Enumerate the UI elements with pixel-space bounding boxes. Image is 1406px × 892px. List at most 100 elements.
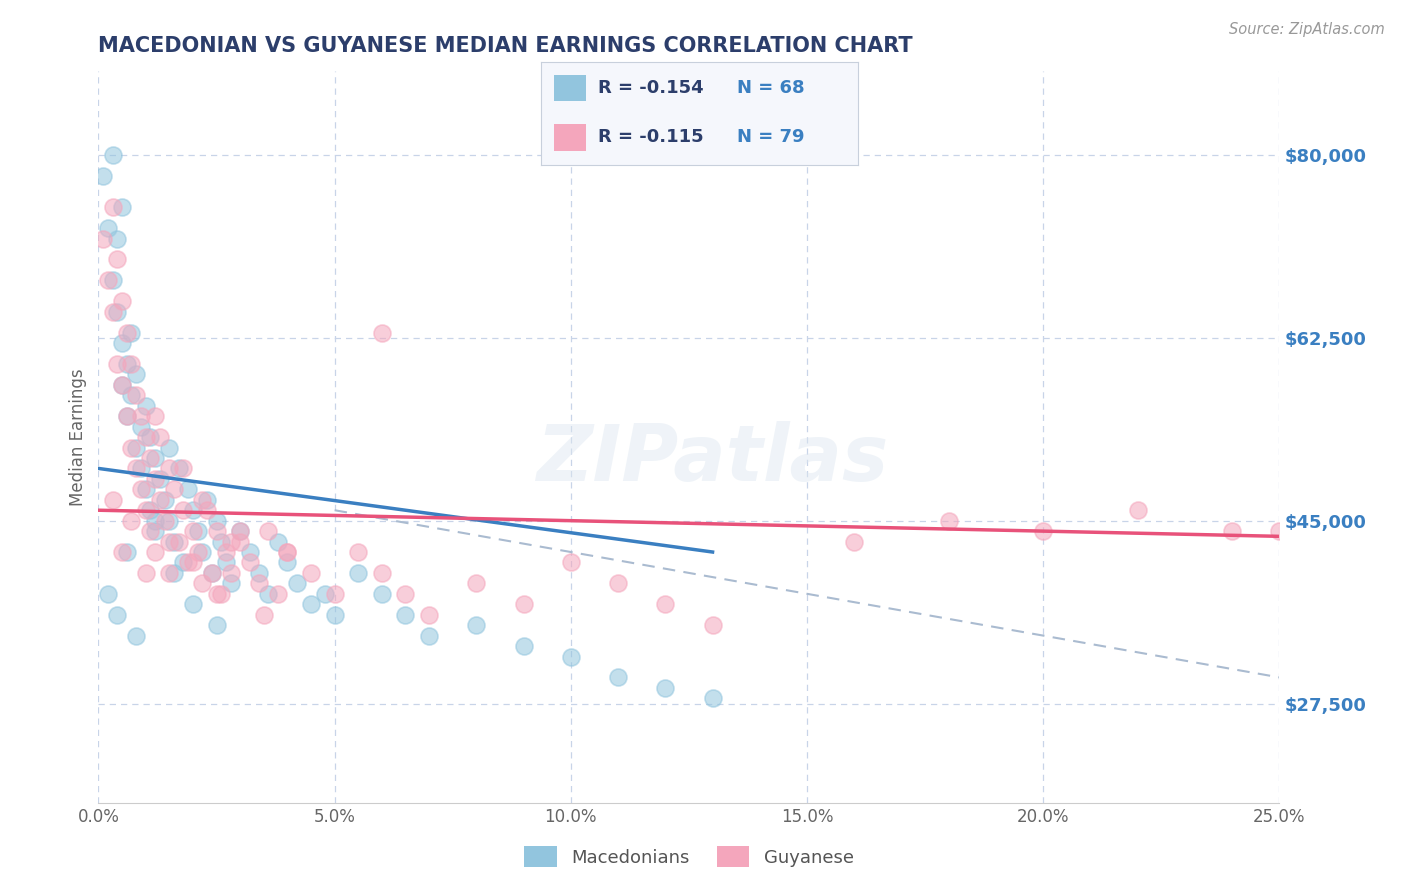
Point — [276, 545, 298, 559]
Point — [394, 587, 416, 601]
Point — [512, 597, 534, 611]
Point — [143, 524, 166, 538]
Point — [209, 534, 232, 549]
Point — [143, 545, 166, 559]
Point — [121, 388, 143, 402]
Point — [215, 545, 238, 559]
Y-axis label: Median Earnings: Median Earnings — [69, 368, 87, 506]
Point — [153, 514, 176, 528]
Point — [135, 566, 157, 580]
Point — [394, 607, 416, 622]
Point — [115, 326, 138, 340]
Text: R = -0.115: R = -0.115 — [599, 128, 704, 146]
Point — [247, 566, 270, 580]
Text: R = -0.154: R = -0.154 — [599, 79, 704, 97]
Point — [111, 545, 134, 559]
Point — [371, 587, 394, 601]
Point — [121, 357, 143, 371]
Point — [465, 576, 488, 591]
Point — [125, 441, 148, 455]
Point — [97, 587, 120, 601]
Point — [314, 587, 336, 601]
Point — [105, 304, 128, 318]
Point — [139, 524, 162, 538]
Point — [101, 148, 124, 162]
Point — [181, 524, 204, 538]
Point — [111, 377, 134, 392]
Point — [844, 534, 866, 549]
Point — [143, 409, 166, 424]
Point — [167, 461, 190, 475]
Point — [157, 441, 180, 455]
Point — [1268, 524, 1291, 538]
Point — [299, 566, 322, 580]
Point — [172, 556, 194, 570]
Point — [201, 566, 224, 580]
Point — [323, 587, 346, 601]
Point — [129, 483, 152, 497]
Point — [560, 649, 582, 664]
Point — [299, 597, 322, 611]
Point — [129, 461, 152, 475]
Point — [465, 618, 488, 632]
Point — [121, 326, 143, 340]
Point — [512, 639, 534, 653]
Point — [177, 556, 200, 570]
Point — [149, 492, 172, 507]
Point — [323, 607, 346, 622]
Point — [285, 576, 308, 591]
Point — [125, 368, 148, 382]
Point — [191, 492, 214, 507]
Point — [105, 607, 128, 622]
Point — [143, 472, 166, 486]
Point — [654, 681, 676, 695]
Point — [418, 607, 440, 622]
Point — [135, 430, 157, 444]
Point — [115, 357, 138, 371]
Point — [219, 534, 242, 549]
Point — [115, 409, 138, 424]
Point — [129, 419, 152, 434]
Point — [157, 514, 180, 528]
Point — [371, 566, 394, 580]
Point — [101, 304, 124, 318]
Point — [267, 534, 290, 549]
Point — [91, 231, 114, 245]
Point — [149, 472, 172, 486]
Point — [172, 461, 194, 475]
Point — [125, 461, 148, 475]
Point — [101, 492, 124, 507]
Point — [205, 514, 228, 528]
Point — [195, 492, 218, 507]
Point — [97, 221, 120, 235]
Point — [371, 326, 394, 340]
Point — [143, 514, 166, 528]
Point — [101, 273, 124, 287]
Point — [105, 252, 128, 267]
Point — [153, 492, 176, 507]
Point — [276, 556, 298, 570]
Point — [172, 503, 194, 517]
Point — [129, 409, 152, 424]
Point — [219, 566, 242, 580]
Point — [205, 618, 228, 632]
Point — [139, 430, 162, 444]
Point — [201, 566, 224, 580]
Point — [111, 294, 134, 309]
Point — [187, 524, 209, 538]
Text: N = 68: N = 68 — [738, 79, 806, 97]
Point — [177, 483, 200, 497]
Point — [125, 629, 148, 643]
Text: ZIPatlas: ZIPatlas — [537, 421, 889, 497]
Point — [607, 576, 630, 591]
Point — [181, 597, 204, 611]
Legend: Macedonians, Guyanese: Macedonians, Guyanese — [517, 839, 860, 874]
Point — [121, 514, 143, 528]
Point — [702, 618, 724, 632]
Point — [229, 524, 252, 538]
Point — [167, 534, 190, 549]
Point — [347, 545, 370, 559]
Point — [125, 388, 148, 402]
Point — [257, 524, 280, 538]
Point — [205, 587, 228, 601]
